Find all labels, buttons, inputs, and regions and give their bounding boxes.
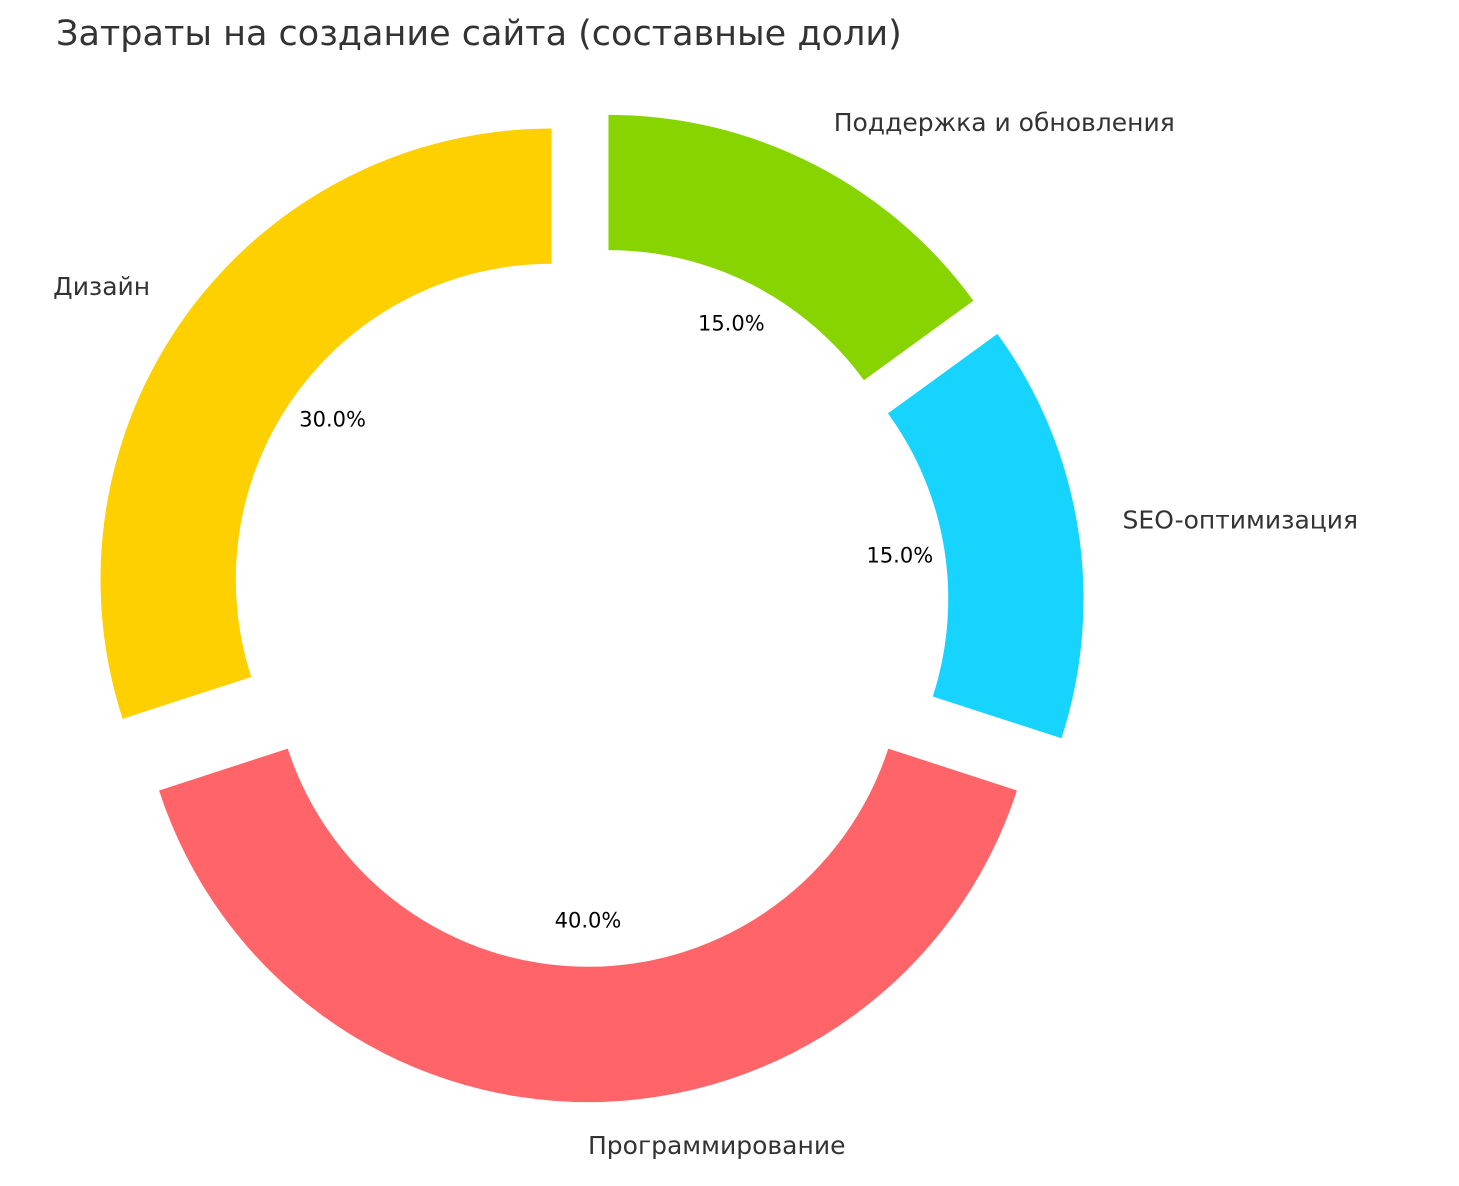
percent-label-2: 15.0%	[866, 544, 933, 568]
percent-label-3: 15.0%	[698, 312, 765, 336]
slice-0	[100, 128, 552, 719]
chart-title: Затраты на создание сайта (составные дол…	[56, 14, 902, 54]
slice-label-3: Поддержка и обновления	[834, 108, 1175, 137]
slice-3	[608, 114, 974, 381]
slice-label-1: Программирование	[588, 1131, 845, 1160]
slice-label-0: Дизайн	[53, 272, 150, 301]
slice-label-2: SEO-оптимизация	[1123, 505, 1359, 534]
percent-label-1: 40.0%	[555, 909, 622, 933]
slice-1	[159, 748, 1017, 1103]
slice-2	[887, 333, 1084, 739]
percent-label-0: 30.0%	[299, 407, 366, 431]
